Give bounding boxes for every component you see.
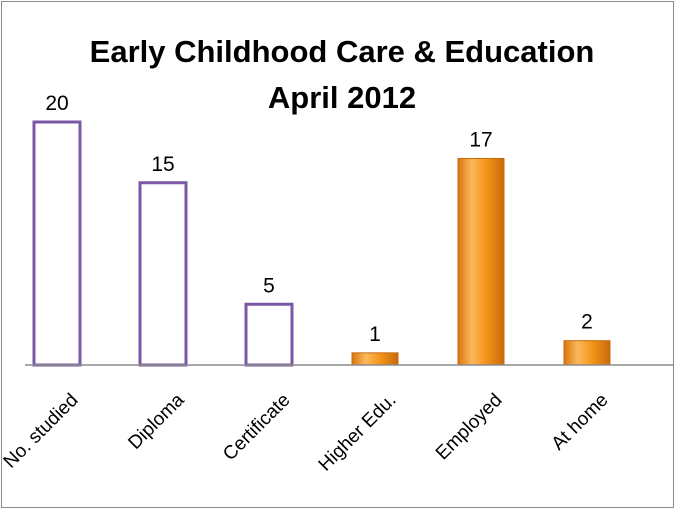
bar-certificate: [244, 302, 294, 367]
chart-title: Early Childhood Care & Education: [90, 34, 595, 69]
labels-layer: 20 15 5 1 17 2: [45, 92, 593, 346]
bar-diploma: [138, 181, 188, 367]
ticks-layer: No. studied Diploma Certificate Higher Edu.…: [0, 389, 613, 475]
data-label: 1: [369, 323, 381, 346]
x-tick-label: Employed: [432, 390, 507, 465]
bar-no-studied: [32, 120, 82, 367]
x-tick-label: Certificate: [219, 390, 294, 465]
x-tick-label: At home: [548, 390, 613, 455]
data-label: 17: [469, 128, 492, 151]
bar-employed: [457, 157, 505, 366]
data-label: 5: [263, 274, 275, 297]
x-tick-label: Diploma: [124, 389, 188, 453]
bars-layer: [32, 120, 611, 367]
x-tick-label: No. studied: [0, 390, 83, 473]
bar-higher-edu: [351, 352, 399, 366]
data-label: 15: [151, 153, 174, 176]
x-tick-label: Higher Edu.: [315, 390, 401, 476]
bar-at-home: [563, 340, 611, 366]
data-label: 2: [581, 311, 593, 334]
data-label: 20: [45, 92, 68, 115]
chart-subtitle: April 2012: [268, 80, 416, 115]
